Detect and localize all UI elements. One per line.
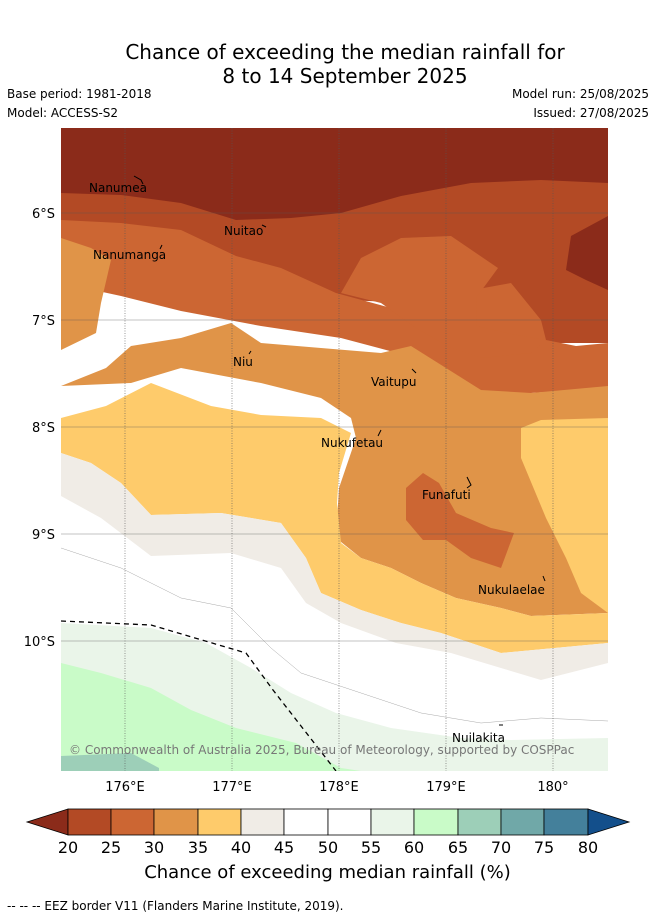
- place-label-nanumanga: Nanumanga: [93, 248, 166, 262]
- lon-label-180: 180°: [537, 780, 568, 795]
- colorbar-tick: 55: [361, 838, 381, 857]
- lon-label-179e: 179°E: [426, 780, 466, 795]
- island-nanumea: [133, 175, 144, 185]
- place-label-nukufetau: Nukufetau: [321, 436, 383, 450]
- colorbar-75-80: [543, 808, 589, 836]
- colorbar-tick: 70: [491, 838, 511, 857]
- rainfall-map: Nanumea Nuitao Nanumanga Niu Vaitupu Nuk…: [61, 128, 608, 771]
- colorbar-40-45: [240, 808, 285, 836]
- lat-label-7s: 7°S: [32, 314, 55, 329]
- band-25-30-funafuti: [406, 473, 514, 568]
- model-name: Model: ACCESS-S2: [7, 106, 119, 120]
- base-period: Base period: 1981-2018: [7, 87, 152, 101]
- place-label-funafuti: Funafuti: [422, 488, 471, 502]
- contour-line: [61, 547, 608, 724]
- colorbar-65-70: [457, 808, 502, 836]
- colorbar-tick: 80: [578, 838, 598, 857]
- band-65-70: [61, 753, 159, 771]
- colorbar-tick: 40: [231, 838, 251, 857]
- colorbar-tick: 60: [404, 838, 424, 857]
- island-nanumanga: [159, 244, 163, 250]
- island-nukulaelae: [542, 575, 546, 582]
- lon-label-178e: 178°E: [319, 780, 359, 795]
- colorbar-under-arrow: [25, 808, 69, 836]
- colorbar-over-arrow: [587, 808, 631, 836]
- colorbar-tick: 50: [318, 838, 338, 857]
- island-funafuti: [466, 476, 472, 489]
- lat-label-6s: 6°S: [32, 207, 55, 222]
- band-below-20-east: [566, 216, 608, 290]
- island-vaitupu: [411, 368, 417, 374]
- colorbar-20-25: [67, 808, 112, 836]
- colorbar-45-50: [283, 808, 329, 836]
- lon-label-177e: 177°E: [212, 780, 252, 795]
- colorbar-70-75: [500, 808, 545, 836]
- lat-label-9s: 9°S: [32, 528, 55, 543]
- colorbar-tick: 75: [534, 838, 554, 857]
- island-niu: [248, 350, 252, 355]
- place-label-niu: Niu: [233, 355, 253, 369]
- colorbar-tick: 20: [58, 838, 78, 857]
- colorbar: [25, 808, 631, 836]
- colorbar-35-40: [197, 808, 242, 836]
- colorbar-55-60: [370, 808, 415, 836]
- colorbar-tick: 35: [188, 838, 208, 857]
- colorbar-60-65: [413, 808, 459, 836]
- place-label-nuitao: Nuitao: [224, 224, 263, 238]
- band-35-40: [61, 383, 608, 653]
- band-35-40-east: [521, 418, 608, 613]
- colorbar-tick: 45: [274, 838, 294, 857]
- island-nuitao: [261, 224, 267, 228]
- issued-date: Issued: 27/08/2025: [533, 106, 649, 120]
- colorbar-label: Chance of exceeding median rainfall (%): [144, 862, 511, 883]
- copyright-text: © Commonwealth of Australia 2025, Bureau…: [69, 743, 574, 757]
- colorbar-tick: 25: [101, 838, 121, 857]
- model-run: Model run: 25/08/2025: [511, 87, 649, 101]
- band-40-45: [61, 453, 608, 680]
- place-label-vaitupu: Vaitupu: [371, 375, 417, 389]
- place-label-nuilakita: Nuilakita: [452, 731, 505, 745]
- lat-label-10s: 10°S: [24, 635, 55, 650]
- island-nukufetau: [377, 429, 382, 437]
- colorbar-25-30: [110, 808, 155, 836]
- colorbar-30-35: [153, 808, 199, 836]
- lon-label-176e: 176°E: [105, 780, 145, 795]
- title-line-2: 8 to 14 September 2025: [222, 64, 468, 88]
- eez-border: [61, 620, 337, 771]
- place-label-nanumea: Nanumea: [89, 181, 147, 195]
- lat-label-8s: 8°S: [32, 421, 55, 436]
- colorbar-tick: 30: [144, 838, 164, 857]
- title-line-1: Chance of exceeding the median rainfall …: [125, 40, 565, 64]
- band-25-30-center: [341, 236, 546, 358]
- eez-footnote: -- -- -- EEZ border V11 (Flanders Marine…: [7, 899, 344, 913]
- colorbar-50-55: [327, 808, 372, 836]
- colorbar-tick: 65: [448, 838, 468, 857]
- band-60-65: [61, 663, 361, 771]
- band-30-35-west: [61, 238, 111, 350]
- place-label-nukulaelae: Nukulaelae: [478, 583, 545, 597]
